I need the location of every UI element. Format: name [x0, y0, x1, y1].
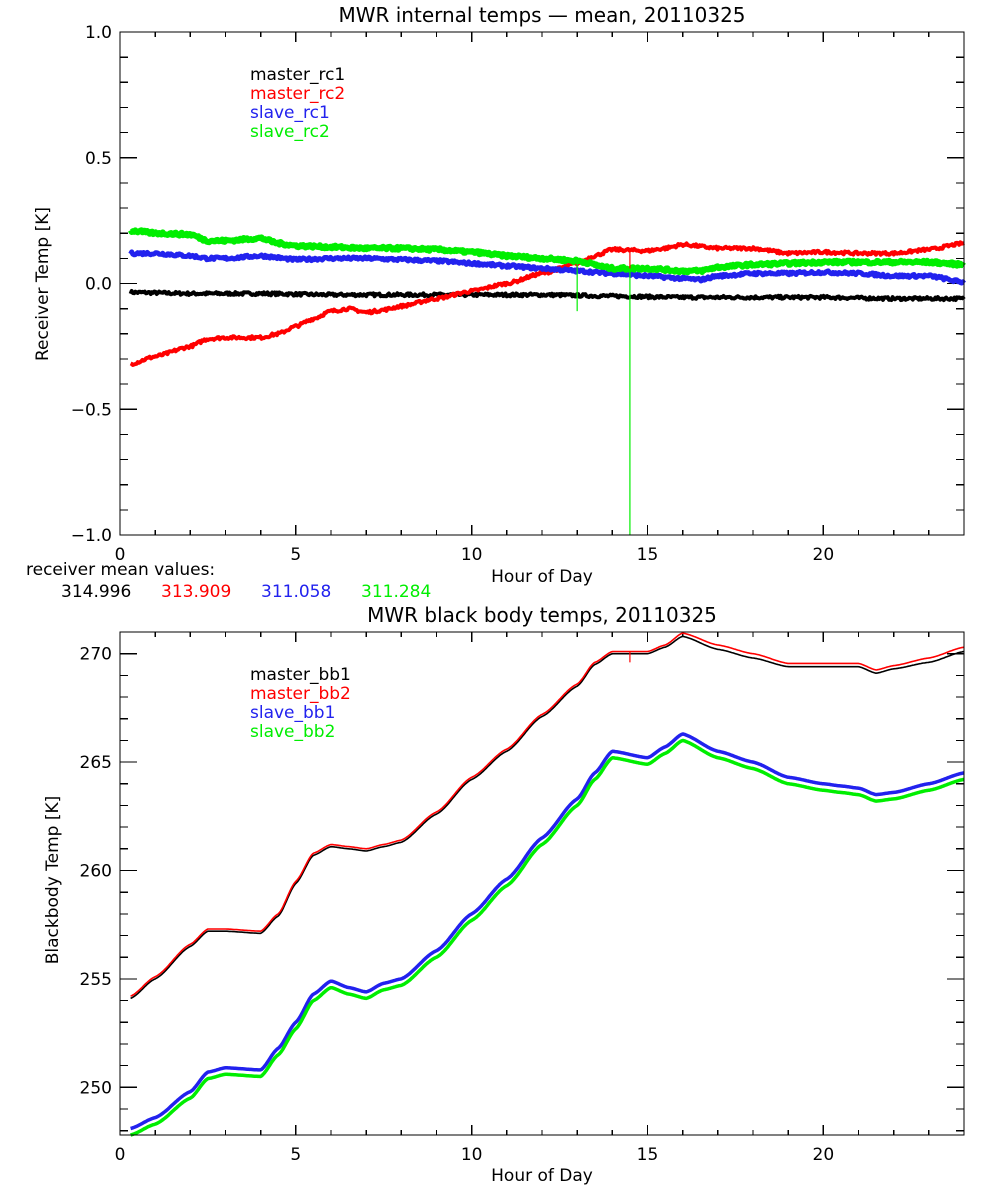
y-tick-label: 250	[80, 1078, 112, 1098]
series-line-master-bb2	[130, 632, 965, 997]
y-tick-label: 255	[80, 970, 112, 990]
plot-frame	[119, 631, 965, 1136]
chart-title: MWR black body temps, 20110325	[367, 603, 717, 627]
x-tick-label: 20	[813, 545, 835, 565]
y-tick-label: 0.0	[85, 275, 112, 295]
x-tick-label: 5	[290, 545, 301, 565]
legend-item-master-bb1: master_bb1	[250, 665, 351, 685]
x-tick-label: 10	[461, 1145, 483, 1165]
y-tick-label: 270	[80, 645, 112, 665]
legend-item-slave-rc1: slave_rc1	[250, 103, 330, 123]
x-axis-label: Hour of Day	[491, 567, 593, 587]
y-axis-label: Receiver Temp [K]	[33, 207, 53, 361]
series-line-slave-bb2	[129, 738, 965, 1137]
tick-labels: 0 5 10 15 20 −1.0 −0.5 0.0 0.5 1.0	[71, 23, 834, 565]
chart-receiver-temps: MWR internal temps — mean, 20110325 0 5 10…	[26, 3, 966, 602]
y-tick-label: 265	[80, 753, 112, 773]
legend-item-master-bb2: master_bb2	[250, 684, 351, 704]
mean-values-label: receiver mean values:	[26, 560, 215, 580]
axis-ticks	[119, 31, 965, 536]
mean-value-slave-rc1: 311.058	[261, 582, 331, 602]
y-tick-label: 1.0	[85, 23, 112, 43]
series-line-master-bb1	[130, 635, 965, 1000]
x-tick-label: 15	[637, 1145, 659, 1165]
legend-item-slave-bb2: slave_bb2	[250, 722, 335, 742]
series-line-master-rc1	[128, 289, 966, 303]
y-tick-label: 260	[80, 861, 112, 881]
series-line-slave-rc2	[128, 227, 966, 276]
axis-ticks	[119, 631, 965, 1135]
mean-value-slave-rc2: 311.284	[361, 582, 431, 602]
plot-frame	[119, 31, 965, 536]
x-tick-label: 15	[637, 545, 659, 565]
legend-item-slave-rc2: slave_rc2	[250, 122, 330, 142]
x-tick-label: 10	[461, 545, 483, 565]
x-axis-label: Hour of Day	[491, 1166, 593, 1186]
mean-value-master-rc1: 314.996	[61, 582, 131, 602]
x-tick-label: 5	[290, 1145, 301, 1165]
mean-values: 314.996 313.909 311.058 311.284	[61, 582, 431, 602]
legend-item-master-rc1: master_rc1	[250, 65, 345, 85]
mean-value-master-rc2: 313.909	[161, 582, 231, 602]
chart-title: MWR internal temps — mean, 20110325	[338, 3, 745, 27]
chart-blackbody-temps: MWR black body temps, 20110325 0 5 10 15 20 2…	[43, 603, 965, 1186]
x-tick-label: 0	[115, 545, 126, 565]
tick-labels: 0 5 10 15 20 250 255 260 265 270	[80, 645, 835, 1165]
y-tick-label: 0.5	[85, 149, 112, 169]
legend-item-master-rc2: master_rc2	[250, 84, 345, 104]
y-tick-label: −1.0	[71, 526, 112, 546]
spike-group	[576, 250, 631, 535]
series-line-slave-bb1	[129, 732, 965, 1131]
legend-item-slave-bb1: slave_bb1	[250, 703, 335, 723]
x-tick-label: 20	[813, 1145, 835, 1165]
series-group	[129, 632, 965, 1137]
y-tick-label: −0.5	[71, 400, 112, 420]
series-line-slave-rc1	[128, 249, 966, 286]
y-axis-label: Blackbody Temp [K]	[43, 796, 63, 965]
series-group	[128, 227, 966, 367]
x-tick-label: 0	[115, 1145, 126, 1165]
